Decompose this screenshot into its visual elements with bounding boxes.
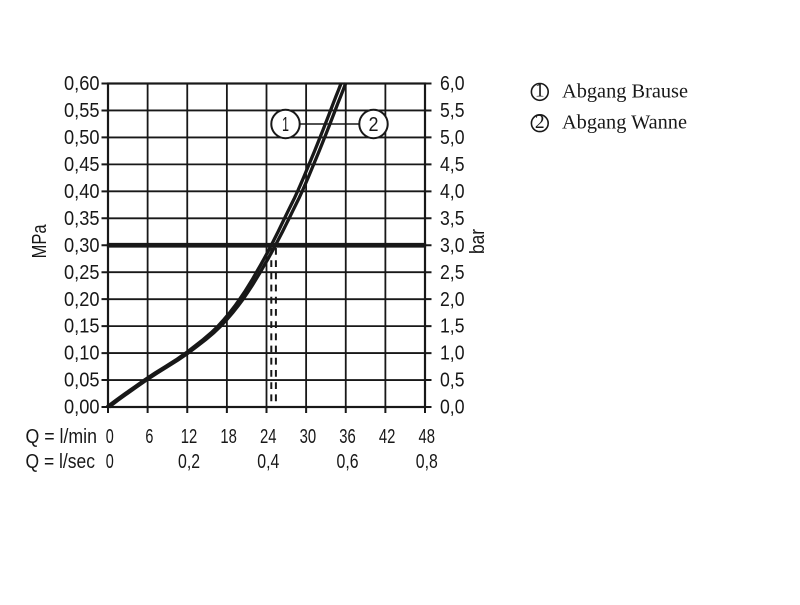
svg-text:0: 0 (106, 426, 114, 448)
svg-text:0,45: 0,45 (64, 154, 100, 176)
svg-text:1: 1 (535, 81, 545, 102)
svg-text:36: 36 (339, 426, 356, 448)
svg-text:5,5: 5,5 (440, 100, 465, 122)
svg-text:42: 42 (379, 426, 396, 448)
svg-text:2: 2 (369, 114, 379, 136)
svg-text:0,60: 0,60 (64, 73, 100, 95)
svg-text:6,0: 6,0 (440, 73, 465, 95)
svg-text:18: 18 (220, 426, 237, 448)
svg-text:0: 0 (106, 451, 114, 473)
svg-text:Abgang Brause: Abgang Brause (562, 81, 688, 102)
svg-text:0,6: 0,6 (337, 451, 359, 473)
svg-text:30: 30 (300, 426, 317, 448)
svg-text:4,0: 4,0 (440, 181, 465, 203)
svg-text:2: 2 (535, 112, 545, 133)
svg-text:MPa: MPa (29, 224, 51, 259)
svg-text:1,0: 1,0 (440, 343, 465, 365)
svg-text:Q = l/sec: Q = l/sec (26, 451, 96, 473)
svg-text:24: 24 (260, 426, 277, 448)
svg-text:0,20: 0,20 (64, 289, 100, 311)
svg-text:0,8: 0,8 (416, 451, 438, 473)
svg-text:1: 1 (282, 114, 289, 136)
svg-text:2,5: 2,5 (440, 262, 465, 284)
svg-text:Q = l/min: Q = l/min (26, 426, 98, 448)
svg-text:Abgang Wanne: Abgang Wanne (562, 113, 687, 134)
svg-text:0,0: 0,0 (440, 397, 465, 419)
svg-text:0,2: 0,2 (178, 451, 200, 473)
svg-text:5,0: 5,0 (440, 127, 465, 149)
svg-text:0,40: 0,40 (64, 181, 100, 203)
svg-text:2,0: 2,0 (440, 289, 465, 311)
svg-text:0,30: 0,30 (64, 235, 100, 257)
svg-text:6: 6 (145, 426, 153, 448)
svg-text:0,5: 0,5 (440, 370, 465, 392)
svg-text:0,4: 0,4 (257, 451, 279, 473)
svg-text:0,55: 0,55 (64, 100, 100, 122)
svg-text:3,5: 3,5 (440, 208, 465, 230)
svg-text:0,35: 0,35 (64, 208, 100, 230)
svg-text:0,15: 0,15 (64, 316, 100, 338)
svg-text:bar: bar (467, 229, 489, 254)
svg-text:12: 12 (181, 426, 198, 448)
svg-text:3,0: 3,0 (440, 235, 465, 257)
svg-text:1,5: 1,5 (440, 316, 465, 338)
svg-text:0,00: 0,00 (64, 397, 100, 419)
svg-text:48: 48 (419, 426, 436, 448)
svg-text:0,25: 0,25 (64, 262, 100, 284)
svg-text:0,05: 0,05 (64, 370, 100, 392)
svg-text:0,50: 0,50 (64, 127, 100, 149)
svg-text:0,10: 0,10 (64, 343, 100, 365)
svg-text:4,5: 4,5 (440, 154, 465, 176)
